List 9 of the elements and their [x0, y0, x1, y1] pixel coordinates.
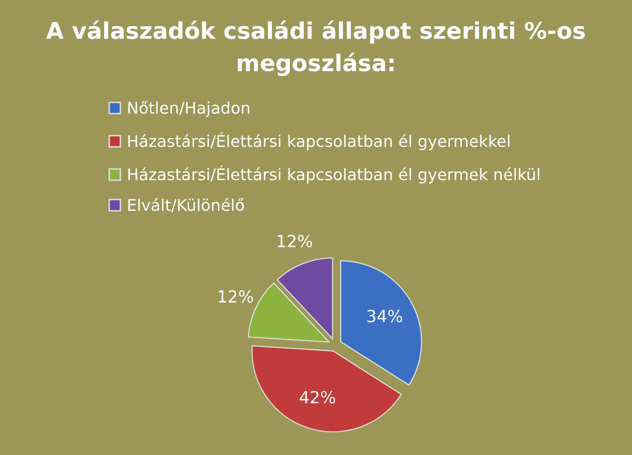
legend-label: Nőtlen/Hajadon	[128, 100, 250, 117]
legend-label: Elvált/Különélő	[128, 198, 244, 212]
legend-label: Házastársi/Élettársi kapcsolatban él gyermek nélkül	[128, 165, 540, 184]
data-label: 42%	[300, 390, 336, 404]
data-label: 12%	[278, 234, 312, 248]
chart-title: A válaszadók családi állapot szerinti %-os megoszlása:	[46, 20, 585, 76]
legend-label: Házastársi/Élettársi kapcsolatban él gyermekkel	[128, 132, 510, 150]
data-label: 12%	[218, 290, 254, 303]
data-label: 34%	[367, 310, 402, 322]
